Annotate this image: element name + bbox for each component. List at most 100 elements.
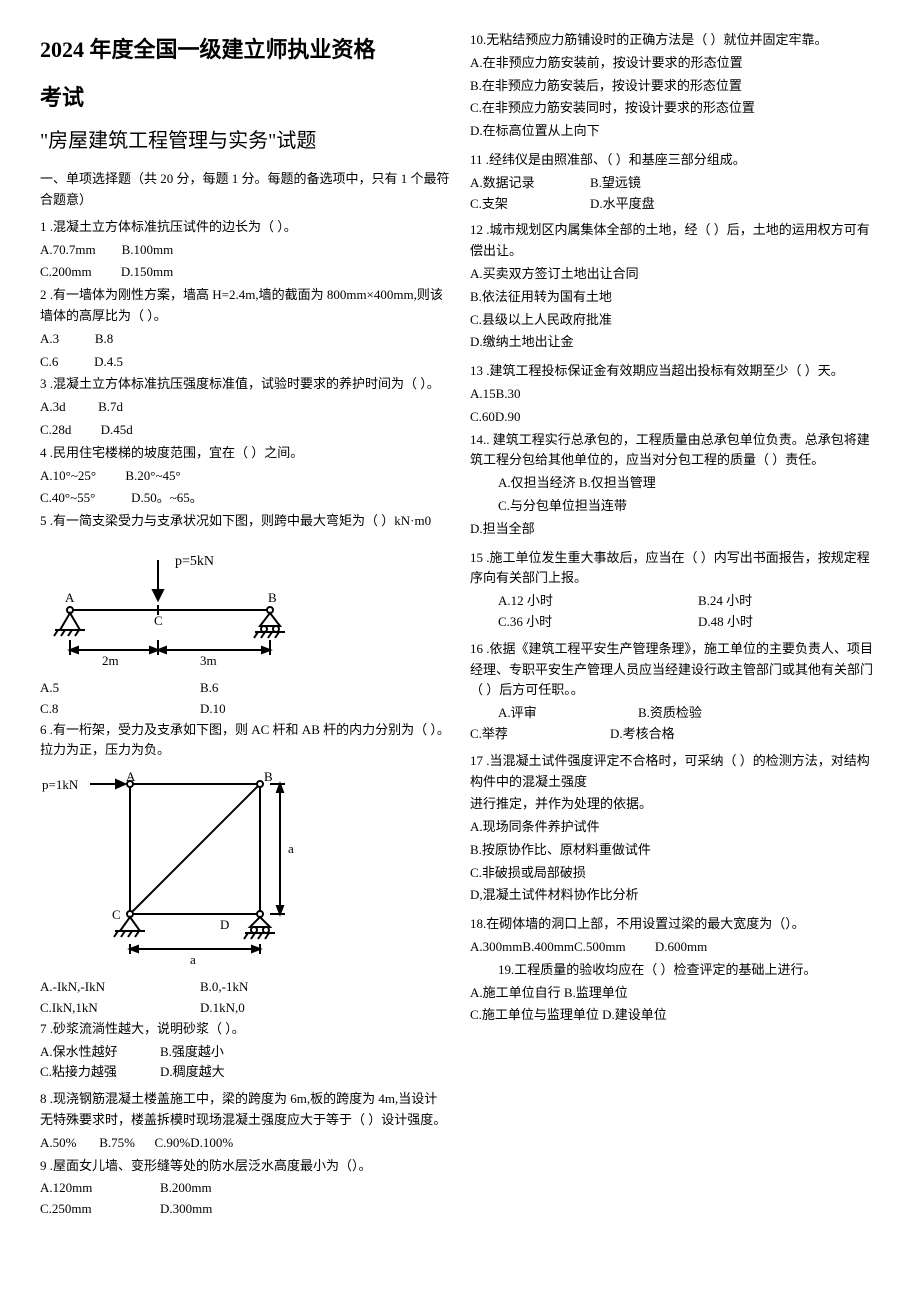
q11-opt-b: B.望远镜 — [590, 173, 641, 194]
title-text-1: 2024 年度全国一级建立师执业资格 — [40, 37, 376, 62]
q15-opts-line2: C.36 小时 D.48 小时 — [470, 612, 880, 633]
q17-opt-d: D,混凝土试件材料协作比分析 — [470, 885, 880, 906]
q15-opt-a: A.12 小时 — [498, 591, 698, 612]
title-line1: 2024 年度全国一级建立师执业资格 — [40, 30, 450, 70]
q6-point-d: D — [220, 917, 229, 932]
q5-opt-d: D.10 — [200, 699, 226, 720]
q6-opt-b: B.0,-1kN — [200, 977, 248, 998]
q13-text: 13 .建筑工程投标保证金有效期应当超出投标有效期至少（ ）天。 — [470, 361, 880, 382]
q5-point-c: C — [154, 613, 163, 628]
q2-text: 2 .有一墙体为刚性方案，墙高 H=2.4m,墙的截面为 800mm×400mm… — [40, 285, 450, 327]
q14-text: 14.. 建筑工程实行总承包的，工程质量由总承包单位负责。总承包将建筑工程分包给… — [470, 430, 880, 472]
q12-opt-c: C.县级以上人民政府批准 — [470, 310, 880, 331]
q6-opt-d: D.1kN,0 — [200, 998, 245, 1019]
q2-opts2: C.6 D.4.5 — [40, 352, 450, 373]
q17-opt-a: A.现场同条件养护试件 — [470, 817, 880, 838]
q12-text: 12 .城市规划区内属集体全部的土地，经（ ）后，土地的运用权方可有偿出让。 — [470, 220, 880, 262]
q6-opt-a: A.-IkN,-IkN — [40, 977, 200, 998]
q18-text: 18.在砌体墙的洞口上部，不用设置过梁的最大宽度为（）。 — [470, 914, 880, 935]
q5-opts-line1: A.5 B.6 — [40, 678, 450, 699]
q9-text: 9 .屋面女儿墙、变形缝等处的防水层泛水高度最小为（）。 — [40, 1156, 450, 1177]
q12-opt-b: B.依法征用转为国有土地 — [470, 287, 880, 308]
q1-text: 1 .混凝土立方体标准抗压试件的边长为（ ）。 — [40, 217, 450, 238]
q5-load-label: p=5kN — [175, 554, 214, 569]
q19-opt-c: C.施工单位与监理单位 D.建设单位 — [470, 1005, 880, 1026]
q16-opt-c: C.举荐 — [470, 724, 610, 745]
q5-opts-line2: C.8 D.10 — [40, 699, 450, 720]
q7-text: 7 .砂浆流淌性越大，说明砂浆（ ）。 — [40, 1019, 450, 1040]
q1-opts2: C.200mm D.150mm — [40, 262, 450, 283]
q7-opts-line1: A.保水性越好 B.强度越小 — [40, 1042, 450, 1063]
q15-opt-d: D.48 小时 — [698, 612, 753, 633]
q6-point-c: C — [112, 907, 121, 922]
q5-beam-diagram: p=5kN A B C — [40, 540, 300, 670]
q19-text: 19.工程质量的验收均应在（ ）检查评定的基础上进行。 — [470, 960, 880, 981]
q13-opts2: C.60D.90 — [470, 407, 880, 428]
q5-span-right: 3m — [200, 653, 217, 668]
q3-opts1: A.3d B.7d — [40, 397, 450, 418]
q17-opt-c: C.非破损或局部破损 — [470, 863, 880, 884]
q16-opt-d: D.考核合格 — [610, 724, 675, 745]
q9-opt-c: C.250mm — [40, 1199, 160, 1220]
q10-opt-c: C.在非预应力筋安装同时，按设计要求的形态位置 — [470, 98, 880, 119]
q12-opt-d: D.缴纳土地出让金 — [470, 332, 880, 353]
q7-opt-c: C.粘接力越强 — [40, 1062, 160, 1083]
q2-opts1: A.3 B.8 — [40, 329, 450, 350]
q15-text: 15 .施工单位发生重大事故后，应当在（ ）内写出书面报告，按规定程序向有关部门… — [470, 548, 880, 590]
q4-opts2: C.40°~55° D.50。~65。 — [40, 488, 450, 509]
q16-opts-line2: C.举荐 D.考核合格 — [470, 724, 880, 745]
q14-opt-d: D.担当全部 — [470, 519, 880, 540]
q5-point-b: B — [268, 590, 277, 605]
q17-opt-b: B.按原协作比、原材料重做试件 — [470, 840, 880, 861]
q11-opts-line2: C.支架 D.水平度盘 — [470, 194, 880, 215]
q10-opt-d: D.在标高位置从上向下 — [470, 121, 880, 142]
q5-point-a: A — [65, 590, 75, 605]
q6-load-label: p=1kN — [42, 777, 79, 792]
q7-opt-a: A.保水性越好 — [40, 1042, 160, 1063]
q6-span-bottom: a — [190, 952, 196, 967]
q7-opts-line2: C.粘接力越强 D.稠度越大 — [40, 1062, 450, 1083]
title-text-2: 考试 — [40, 85, 84, 110]
q6-point-b: B — [264, 769, 273, 784]
q7-opt-d: D.稠度越大 — [160, 1062, 225, 1083]
q11-opt-c: C.支架 — [470, 194, 590, 215]
q14-line2: C.与分包单位担当连带 — [470, 496, 880, 517]
q15-opts-line1: A.12 小时 B.24 小时 — [470, 591, 880, 612]
title-line2: 考试 — [40, 78, 450, 118]
q16-text: 16 .依据《建筑工程平安生产管理条理》，施工单位的主要负责人、项目经理、专职平… — [470, 639, 880, 701]
q10-opt-b: B.在非预应力筋安装后，按设计要求的形态位置 — [470, 76, 880, 97]
q16-opt-b: B.资质检验 — [638, 703, 702, 724]
q3-opts2: C.28d D.45d — [40, 420, 450, 441]
q9-opt-d: D.300mm — [160, 1199, 212, 1220]
q8-opts: A.50% B.75% C.90%D.100% — [40, 1133, 450, 1154]
q15-opt-b: B.24 小时 — [698, 591, 752, 612]
q5-span-left: 2m — [102, 653, 119, 668]
q8-text: 8 .现浇钢筋混凝土楼盖施工中，梁的跨度为 6m,板的跨度为 4m,当设计无特殊… — [40, 1089, 450, 1131]
q17-text2: 进行推定，并作为处理的依据。 — [470, 794, 880, 815]
q6-truss-diagram: p=1kN A B C D — [40, 769, 320, 969]
q17-text: 17 .当混凝土试件强度评定不合格时，可采纳（ ）的检测方法，对结构构件中的混凝… — [470, 751, 880, 793]
q6-span-right: a — [288, 841, 294, 856]
q16-opt-a: A.评审 — [498, 703, 638, 724]
q6-opts-line2: C.IkN,1kN D.1kN,0 — [40, 998, 450, 1019]
subtitle: "房屋建筑工程管理与实务"试题 — [40, 125, 450, 157]
q16-opts-line1: A.评审 B.资质检验 — [470, 703, 880, 724]
q10-text: 10.无粘结预应力筋铺设时的正确方法是（ ）就位并固定牢靠。 — [470, 30, 880, 51]
q19-opt-a: A.施工单位自行 B.监理单位 — [470, 983, 880, 1004]
q4-opts1: A.10°~25° B.20°~45° — [40, 466, 450, 487]
q12-opt-a: A.买卖双方签订土地出让合同 — [470, 264, 880, 285]
q11-opt-a: A.数据记录 — [470, 173, 590, 194]
q11-opts-line1: A.数据记录 B.望远镜 — [470, 173, 880, 194]
q9-opts-line1: A.120mm B.200mm — [40, 1178, 450, 1199]
q4-text: 4 .民用住宅楼梯的坡度范围，宜在（ ）之间。 — [40, 443, 450, 464]
q3-text: 3 .混凝土立方体标准抗压强度标准值，试验时要求的养护时间为（ ）。 — [40, 374, 450, 395]
q5-text: 5 .有一简支梁受力与支承状况如下图，则跨中最大弯矩为（ ）kN·m0 — [40, 511, 450, 532]
q5-opt-a: A.5 — [40, 678, 200, 699]
q5-opt-b: B.6 — [200, 678, 218, 699]
q9-opt-b: B.200mm — [160, 1178, 212, 1199]
q1-opts1: A.70.7mm B.100mm — [40, 240, 450, 261]
q6-opts-line1: A.-IkN,-IkN B.0,-1kN — [40, 977, 450, 998]
q11-opt-d: D.水平度盘 — [590, 194, 655, 215]
q11-text: 11 .经纬仪是由照准部、（ ）和基座三部分组成。 — [470, 150, 880, 171]
q18-opts: A.300mmB.400mmC.500mm D.600mm — [470, 937, 880, 958]
